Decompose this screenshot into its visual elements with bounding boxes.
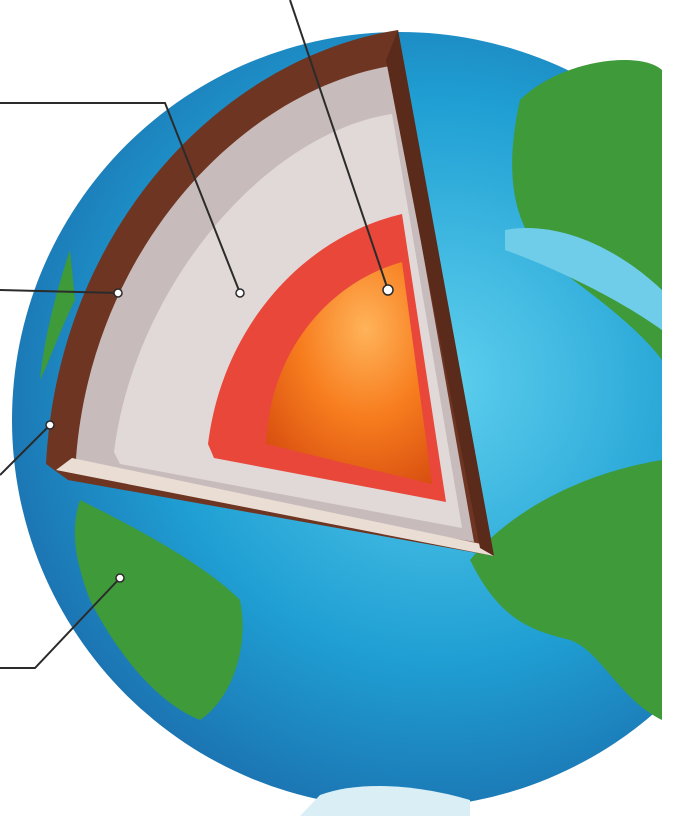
cut-edge	[56, 458, 494, 556]
cut-edge	[386, 30, 494, 556]
inner-core	[266, 262, 432, 484]
continent	[74, 500, 243, 720]
leader-line	[289, 0, 389, 291]
leader-line	[0, 289, 119, 294]
leader-dot	[113, 288, 123, 298]
leader-line	[0, 577, 121, 669]
leader-line	[0, 424, 51, 476]
leader-line	[0, 102, 241, 294]
leader-dot	[382, 284, 394, 296]
ocean-highlight	[505, 228, 662, 330]
continent	[40, 250, 75, 380]
continent	[470, 460, 662, 720]
leader-dot	[235, 288, 245, 298]
ice	[300, 785, 470, 816]
leader-lines	[0, 0, 389, 669]
leader-dot	[45, 420, 55, 430]
leader-dot	[115, 573, 125, 583]
leader-dots	[45, 284, 394, 583]
